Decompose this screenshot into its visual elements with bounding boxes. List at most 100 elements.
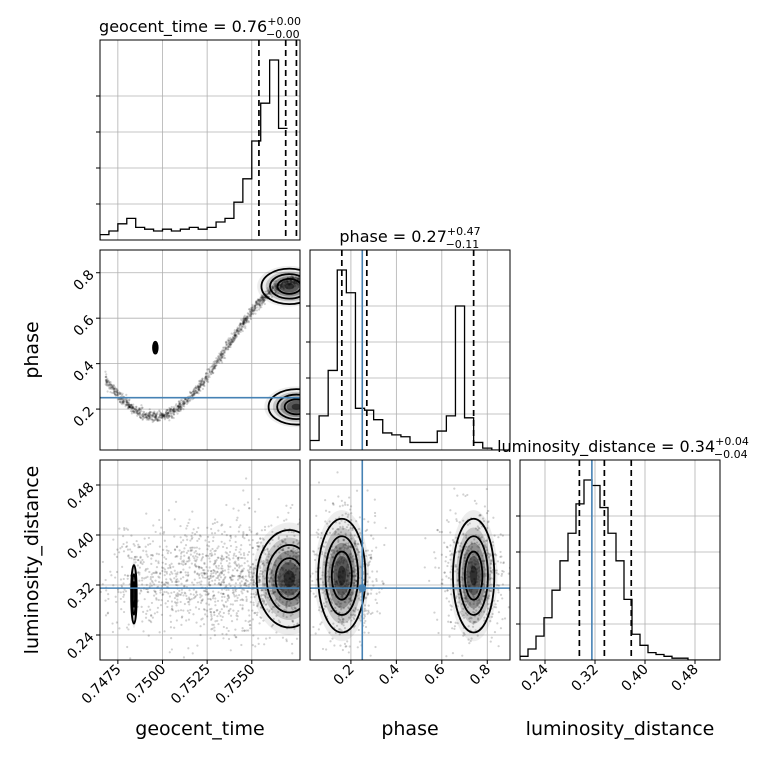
scatter-point: [236, 615, 239, 618]
scatter-point: [268, 580, 271, 583]
x-tick-label: 0.40: [618, 662, 651, 695]
scatter-point: [176, 405, 180, 408]
scatter-point: [246, 501, 250, 504]
scatter-point: [243, 319, 246, 322]
scatter-point: [344, 543, 347, 547]
scatter-point: [172, 408, 175, 411]
x-tick-label: 0.48: [668, 662, 701, 695]
scatter-point: [201, 387, 205, 390]
scatter-point: [437, 631, 440, 635]
scatter-point: [197, 385, 200, 388]
scatter-point: [159, 412, 163, 415]
scatter-point: [470, 541, 473, 544]
scatter-point: [219, 354, 223, 357]
scatter-point: [182, 402, 185, 405]
scatter-point: [367, 604, 370, 607]
scatter-point: [184, 592, 187, 595]
scatter-point: [111, 388, 114, 391]
scatter-point: [180, 550, 183, 554]
scatter-point: [340, 559, 343, 562]
scatter-point: [335, 580, 338, 583]
scatter-point: [340, 629, 343, 632]
scatter-point: [497, 611, 501, 614]
scatter-point: [292, 285, 295, 289]
scatter-point: [358, 591, 361, 594]
scatter-point: [170, 608, 173, 611]
scatter-point: [482, 552, 485, 555]
scatter-point: [253, 305, 256, 308]
scatter-point: [251, 546, 255, 549]
scatter-point: [231, 578, 234, 581]
scatter-point: [265, 588, 268, 592]
scatter-point: [482, 540, 485, 543]
scatter-point: [489, 640, 492, 643]
scatter-point: [221, 352, 224, 355]
scatter-point: [214, 518, 217, 521]
scatter-point: [216, 615, 219, 618]
scatter-point: [222, 557, 226, 560]
scatter-point: [163, 415, 166, 419]
scatter-point: [286, 595, 290, 598]
scatter-point: [242, 531, 245, 534]
scatter-point: [139, 556, 142, 559]
scatter-point: [108, 387, 111, 390]
scatter-point: [200, 567, 204, 570]
scatter-point: [363, 518, 366, 521]
scatter-point: [203, 377, 207, 380]
scatter-point: [179, 408, 182, 411]
scatter-point: [323, 561, 326, 564]
scatter-point: [114, 394, 117, 397]
scatter-point: [198, 382, 201, 385]
scatter-point: [273, 563, 277, 566]
scatter-point: [295, 589, 298, 592]
scatter-point: [137, 558, 140, 562]
scatter-point: [287, 589, 290, 592]
scatter-point: [122, 550, 126, 553]
scatter-point: [131, 409, 135, 413]
scatter-point: [488, 589, 491, 593]
scatter-point: [106, 384, 109, 387]
density-peak: [264, 386, 300, 428]
scatter-point: [201, 553, 204, 556]
scatter-point: [175, 580, 178, 584]
hist-panel-geocent_time: geocent_time = 0.76+0.00 −0.00: [96, 15, 301, 241]
scatter-point: [157, 580, 161, 584]
scatter-point: [483, 616, 486, 619]
scatter-point: [194, 389, 197, 393]
y-tick-label: 0.40: [64, 529, 97, 562]
scatter-point: [210, 570, 213, 573]
scatter-point: [216, 570, 219, 574]
scatter-point: [146, 413, 149, 417]
scatter-point: [348, 601, 351, 604]
scatter-point: [202, 571, 205, 574]
scatter-point: [291, 613, 294, 616]
scatter-point: [199, 380, 202, 383]
scatter-point: [343, 558, 346, 561]
scatter-point: [262, 602, 265, 605]
scatter-point: [183, 585, 186, 588]
scatter-point: [348, 555, 351, 558]
scatter-point: [248, 623, 251, 626]
scatter-point: [359, 565, 362, 568]
scatter-point: [186, 401, 189, 404]
scatter-point: [496, 584, 499, 587]
scatter-point: [261, 297, 264, 301]
scatter-point: [296, 590, 299, 593]
scatter-point: [173, 410, 176, 413]
scatter-point: [122, 582, 125, 585]
scatter-point: [334, 545, 337, 548]
scatter-point: [115, 390, 119, 394]
scatter-point: [161, 416, 164, 420]
scatter-point: [170, 409, 173, 412]
scatter-point: [499, 555, 502, 558]
scatter-point: [289, 282, 292, 285]
scatter-point: [135, 555, 138, 558]
scatter-point: [182, 609, 185, 612]
scatter-point: [157, 553, 161, 556]
scatter-point: [182, 594, 185, 597]
scatter-point: [254, 307, 257, 310]
scatter-point: [502, 561, 505, 564]
scatter-point: [166, 581, 169, 584]
scatter-point: [250, 596, 253, 599]
scatter-point: [211, 554, 214, 557]
